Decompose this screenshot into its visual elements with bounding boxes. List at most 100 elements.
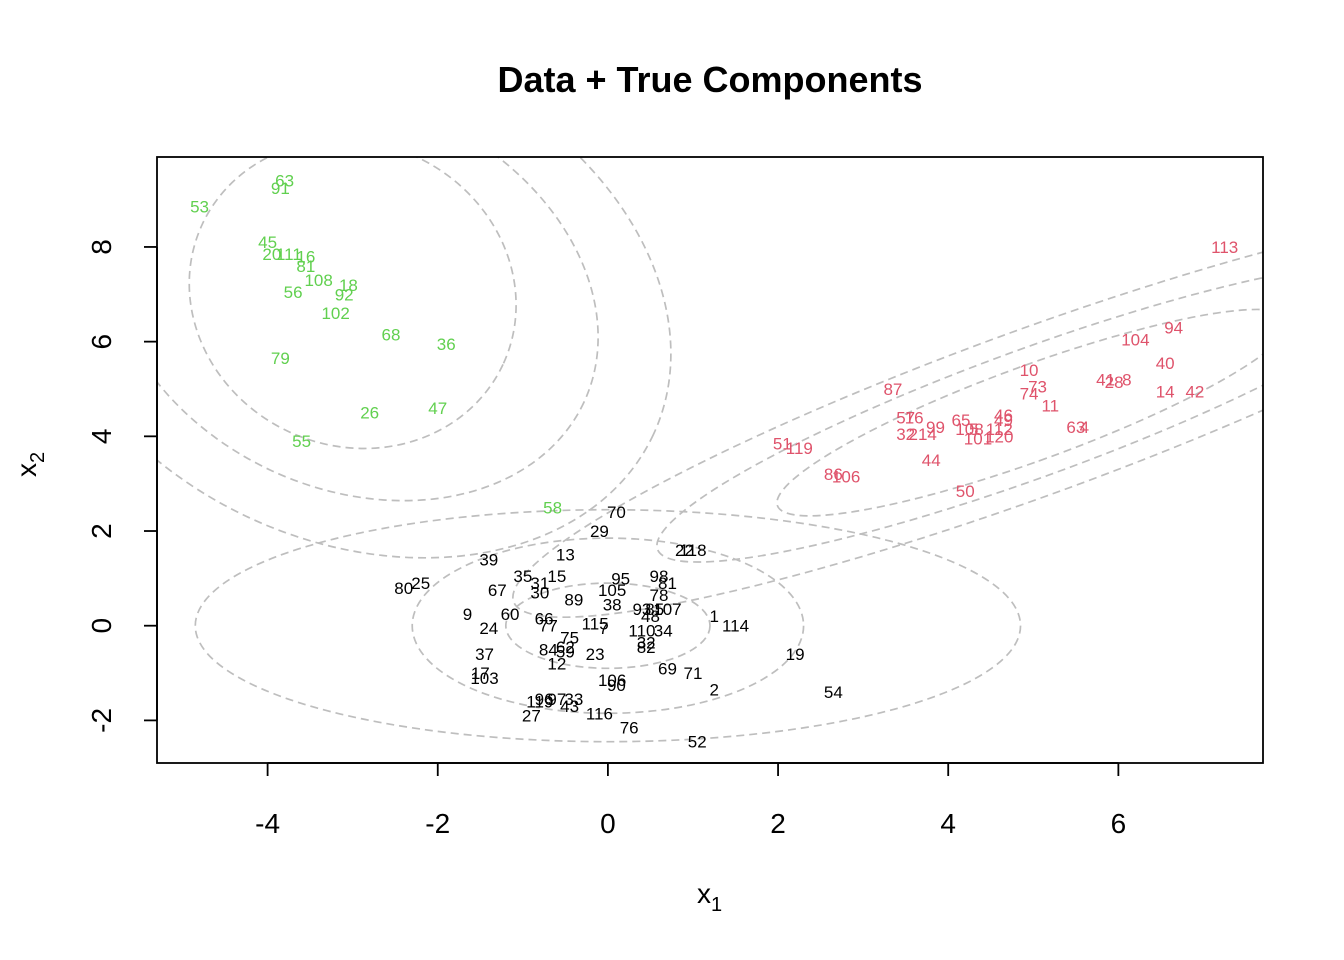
point-label: 103 xyxy=(470,669,498,688)
point-label: 65 xyxy=(952,411,971,430)
point-label: 22 xyxy=(675,541,694,560)
point-label: 59 xyxy=(556,643,575,662)
y-axis-label-subscript: 2 xyxy=(27,452,49,463)
point-label: 50 xyxy=(956,482,975,501)
point-label: 46 xyxy=(994,406,1013,425)
contour-ellipse-1-3 xyxy=(194,508,1022,743)
point-label: 114 xyxy=(722,617,749,636)
point-label: 62 xyxy=(556,638,575,657)
point-label: 16 xyxy=(296,247,315,266)
point-label: 28 xyxy=(1105,373,1124,392)
point-label: 66 xyxy=(535,610,554,629)
point-label: 11 xyxy=(1041,397,1059,416)
point-label: 81 xyxy=(658,574,677,593)
y-tick-label: 6 xyxy=(86,334,117,350)
point-label: 107 xyxy=(653,600,681,619)
point-label: 47 xyxy=(428,399,447,418)
point-label: 104 xyxy=(1121,330,1149,349)
point-label: 5 xyxy=(969,420,978,439)
point-label: 85 xyxy=(645,600,664,619)
point-label: 14 xyxy=(1156,382,1175,401)
point-label: 113 xyxy=(1211,238,1238,257)
y-axis-label: x2 xyxy=(11,452,49,477)
point-label: 75 xyxy=(560,629,579,648)
point-label: 81 xyxy=(296,257,315,276)
point-label: 4 xyxy=(1080,418,1089,437)
point-label: 106 xyxy=(832,468,860,487)
point-label: 87 xyxy=(883,380,902,399)
point-label: 111 xyxy=(276,245,302,264)
point-label: 91 xyxy=(271,179,290,198)
point-label: 112 xyxy=(986,420,1013,439)
point-label: 15 xyxy=(547,567,566,586)
y-axis-label-base: x xyxy=(11,463,42,477)
point-label: 16 xyxy=(905,408,924,427)
point-label: 54 xyxy=(824,683,843,702)
point-label: 25 xyxy=(411,574,430,593)
point-label: 118 xyxy=(679,541,706,560)
point-label: 27 xyxy=(522,707,541,726)
point-label: 101 xyxy=(964,430,992,449)
point-label: 56 xyxy=(284,283,303,302)
chart-title: Data + True Components xyxy=(497,59,922,100)
point-label: 38 xyxy=(603,595,622,614)
point-label: 35 xyxy=(513,567,532,586)
contour-ellipse-2-2 xyxy=(656,262,1263,563)
point-label: 70 xyxy=(607,503,626,522)
point-label: 37 xyxy=(475,645,494,664)
point-label: 34 xyxy=(654,621,673,640)
y-tick-label: 0 xyxy=(86,618,117,634)
point-label: 97 xyxy=(547,690,566,709)
point-label: 214 xyxy=(909,425,937,444)
contour-ellipse-2-1 xyxy=(776,308,1263,517)
point-label: 8 xyxy=(1122,371,1131,390)
point-label: 32 xyxy=(637,633,656,652)
point-label: 39 xyxy=(479,550,498,569)
point-label: 60 xyxy=(501,605,520,624)
point-label: 115 xyxy=(582,614,609,633)
y-tick-label: 8 xyxy=(86,239,117,255)
point-label: 77 xyxy=(539,617,558,636)
contour-ellipse-1-1 xyxy=(504,582,711,670)
y-tick-label: -2 xyxy=(86,708,117,733)
y-axis: -2 0 2 4 6 8 xyxy=(86,239,158,733)
point-label: 40 xyxy=(1156,354,1175,373)
point-label: 9 xyxy=(463,605,472,624)
point-label: 7 xyxy=(599,619,608,638)
x-tick-label: 6 xyxy=(1111,808,1127,839)
point-label: 24 xyxy=(479,619,498,638)
point-label: 26 xyxy=(360,404,379,423)
contour-ellipse-3-2 xyxy=(157,157,599,502)
point-label: 44 xyxy=(922,451,941,470)
x-tick-label: 4 xyxy=(940,808,956,839)
point-label: 36 xyxy=(437,335,456,354)
point-label: 42 xyxy=(1185,382,1204,401)
point-label: 73 xyxy=(1028,378,1047,397)
point-label: 19 xyxy=(786,645,805,664)
point-label: 92 xyxy=(335,285,354,304)
point-label: 110 xyxy=(628,621,655,640)
point-label: 102 xyxy=(321,304,349,323)
x-tick-label: 2 xyxy=(770,808,786,839)
point-label: 96 xyxy=(535,690,554,709)
point-label: 105 xyxy=(598,581,626,600)
point-label: 13 xyxy=(556,546,575,565)
point-label: 74 xyxy=(1020,385,1039,404)
plot-frame xyxy=(156,156,1264,764)
point-label: 90 xyxy=(607,676,626,695)
point-label: 10 xyxy=(1020,361,1039,380)
contour-ellipse-3-3 xyxy=(157,157,672,559)
point-label: 86 xyxy=(824,465,843,484)
point-label: 53 xyxy=(190,198,209,217)
x-axis-label-base: x xyxy=(697,878,711,909)
point-label: 120 xyxy=(985,427,1013,446)
point-label: 58 xyxy=(543,498,562,517)
point-label: 116 xyxy=(586,704,613,723)
point-label: 43 xyxy=(560,697,579,716)
point-label: 31 xyxy=(530,574,549,593)
point-label: 119 xyxy=(526,692,553,711)
point-label: 2 xyxy=(710,681,719,700)
point-label: 95 xyxy=(611,569,630,588)
